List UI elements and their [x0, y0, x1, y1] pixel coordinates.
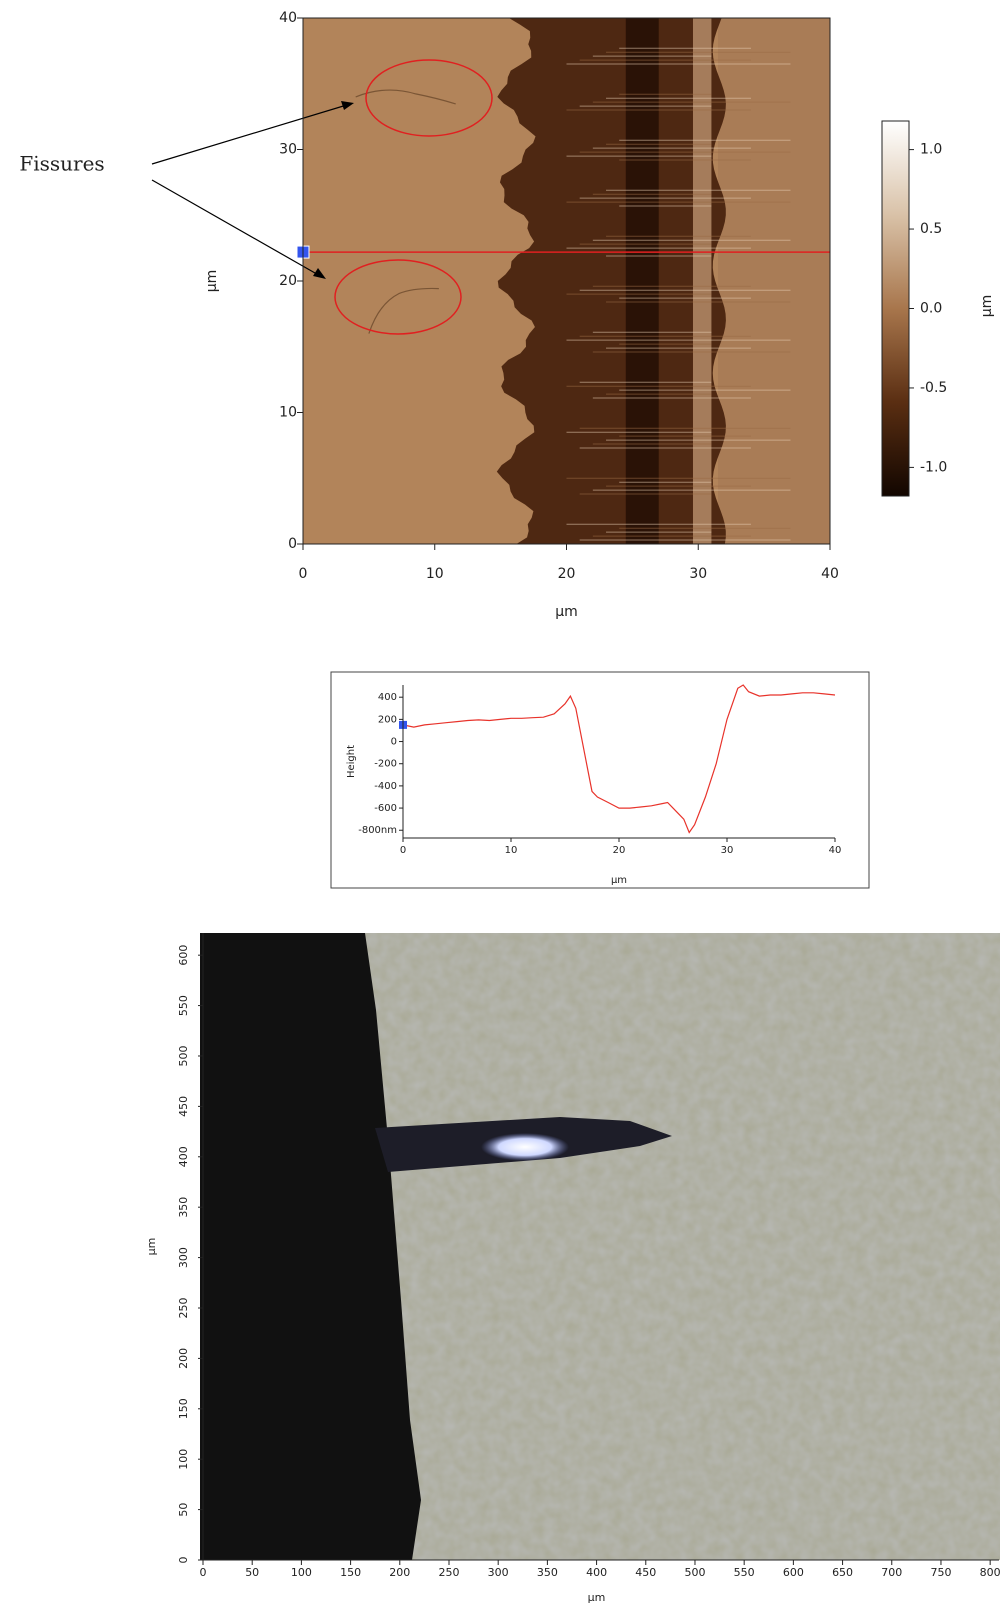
colorbar-tick-label: -0.5 — [920, 380, 947, 396]
y-tick-label: -200 — [374, 759, 397, 770]
y-axis-title: µm — [204, 270, 220, 293]
x-tick-label: 150 — [340, 1566, 361, 1579]
y-tick-label: 40 — [279, 10, 297, 26]
y-tick-label: 10 — [279, 405, 297, 421]
x-tick-label: 700 — [881, 1566, 902, 1579]
x-tick-label: 450 — [635, 1566, 656, 1579]
y-tick-label: 20 — [279, 273, 297, 289]
trench — [496, 18, 726, 544]
trench-bottom — [625, 18, 659, 544]
y-tick-label: 400 — [177, 1146, 190, 1167]
x-tick-label: 300 — [488, 1566, 509, 1579]
x-tick-label: 30 — [689, 566, 707, 582]
afm-image: 1.0 0.5 0.0 -0.5 -1.0 µm 0 10 20 30 40 0 10 20 30 40 µm µ… — [151, 10, 995, 620]
x-tick-label: 40 — [829, 845, 842, 856]
crack — [355, 89, 456, 105]
colorbar-tick-label: 0.5 — [920, 221, 942, 237]
y-tick-label: 600 — [177, 945, 190, 966]
y-tick-label: 0 — [288, 536, 297, 552]
y-tick-label: -400 — [374, 781, 397, 792]
x-tick-label: 20 — [613, 845, 626, 856]
cantilever-chip — [200, 933, 421, 1560]
x-tick-label: 0 — [299, 566, 308, 582]
y-tick-label: 200 — [378, 714, 397, 725]
x-tick-label: 40 — [821, 566, 839, 582]
y-tick-label: 300 — [177, 1247, 190, 1268]
profile-chart: 0 10 20 30 40 400 200 0 -200 -400 -600 -800nm µm Heig… — [330, 671, 870, 889]
x-tick-label: 800 — [980, 1566, 1000, 1579]
y-tick-label: 100 — [177, 1449, 190, 1470]
crack — [368, 287, 439, 334]
microscope-image — [200, 933, 1000, 1560]
chart-frame — [330, 671, 870, 889]
x-tick-label: 10 — [505, 845, 518, 856]
arrow — [151, 179, 323, 278]
x-tick-label: 30 — [721, 845, 734, 856]
x-tick-label: 350 — [537, 1566, 558, 1579]
colorbar-title: µm — [979, 295, 995, 318]
x-tick-label: 250 — [438, 1566, 459, 1579]
laser-spot — [481, 1133, 569, 1161]
x-tick-label: 600 — [783, 1566, 804, 1579]
colorbar-tick-label: 1.0 — [920, 142, 942, 158]
annotation: Fissures — [19, 152, 104, 176]
y-axis-title: µm — [145, 1238, 158, 1256]
x-axis-title: µm — [588, 1591, 606, 1604]
y-tick-label: 450 — [177, 1096, 190, 1117]
x-tick-label: 650 — [832, 1566, 853, 1579]
x-axis-title: µm — [611, 875, 627, 886]
fissure-circle — [334, 259, 462, 335]
x-tick-label: 10 — [426, 566, 444, 582]
y-tick-label: 200 — [177, 1348, 190, 1369]
x-tick-label: 400 — [586, 1566, 607, 1579]
y-tick-label: 350 — [177, 1197, 190, 1218]
arrow — [151, 103, 351, 165]
y-tick-label: 0 — [391, 737, 397, 748]
colorbar — [881, 120, 910, 497]
y-axis-title: Height — [346, 745, 357, 778]
y-tick-label: 500 — [177, 1045, 190, 1066]
y-tick-label: 550 — [177, 995, 190, 1016]
arrowhead — [313, 268, 326, 279]
optical-image: 0 50 100 150 200 250 300 350 400 450 500 550 600 650 7… — [145, 933, 1000, 1604]
x-tick-label: 20 — [558, 566, 576, 582]
x-tick-label: 750 — [930, 1566, 951, 1579]
height-map — [303, 18, 830, 544]
x-axis-title: µm — [555, 604, 578, 620]
y-tick-label: 250 — [177, 1297, 190, 1318]
x-tick-label: 50 — [245, 1566, 259, 1579]
x-tick-label: 100 — [291, 1566, 312, 1579]
x-tick-label: 550 — [734, 1566, 755, 1579]
profile-line — [402, 684, 836, 834]
y-tick-label: -800nm — [358, 825, 397, 836]
x-tick-label: 0 — [400, 845, 406, 856]
arrowhead — [341, 101, 354, 110]
y-tick-label: 30 — [279, 142, 297, 158]
y-tick-label: 400 — [378, 692, 397, 703]
y-tick-label: 0 — [177, 1557, 190, 1564]
x-tick-label: 200 — [389, 1566, 410, 1579]
y-tick-label: 50 — [177, 1503, 190, 1517]
colorbar-tick-label: -1.0 — [920, 459, 947, 475]
trench-edge — [692, 18, 712, 544]
surface-right — [718, 18, 830, 544]
y-tick-label: 150 — [177, 1398, 190, 1419]
fissure-circle — [365, 59, 493, 137]
x-tick-label: 0 — [200, 1566, 207, 1579]
colorbar-tick-label: 0.0 — [920, 301, 942, 317]
x-tick-label: 500 — [684, 1566, 705, 1579]
y-tick-label: -600 — [374, 803, 397, 814]
